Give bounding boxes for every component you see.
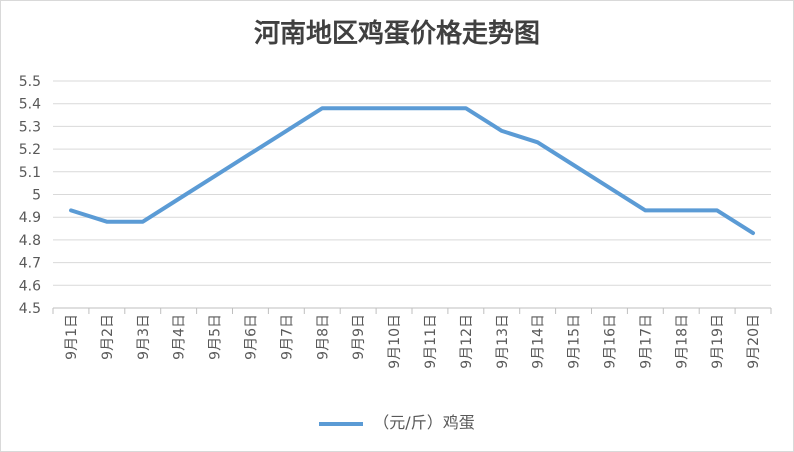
y-tick-label: 5.1 (19, 165, 41, 181)
x-tick-label: 9月12日 (459, 314, 475, 369)
chart-title: 河南地区鸡蛋价格走势图 (253, 19, 540, 49)
x-tick-label: 9月3日 (136, 314, 152, 360)
x-tick-label: 9月7日 (279, 314, 295, 360)
y-tick-label: 4.5 (19, 301, 41, 317)
legend-label: （元/斤）鸡蛋 (373, 413, 475, 432)
y-tick-label: 5.2 (19, 142, 41, 158)
x-tick-label: 9月9日 (351, 314, 367, 360)
x-tick-label: 9月5日 (208, 314, 224, 360)
x-tick-label: 9月6日 (243, 314, 259, 360)
x-tick-label: 9月15日 (567, 314, 583, 369)
x-tick-label: 9月19日 (710, 314, 726, 369)
x-tick-label: 9月10日 (387, 314, 403, 369)
x-tick-label: 9月2日 (100, 314, 116, 360)
x-tick-label: 9月18日 (674, 314, 690, 369)
x-tick-label: 9月16日 (602, 314, 618, 369)
x-tick-label: 9月4日 (172, 314, 188, 360)
x-tick-label: 9月11日 (423, 314, 439, 369)
legend-line-swatch (319, 421, 364, 426)
y-tick-label: 4.7 (19, 256, 41, 272)
y-tick-label: 4.8 (19, 233, 41, 249)
x-tick-label: 9月8日 (315, 314, 331, 360)
x-tick-label: 9月14日 (531, 314, 547, 369)
y-tick-label: 5.3 (19, 119, 41, 135)
y-tick-label: 5.5 (19, 74, 41, 90)
y-tick-label: 5.4 (19, 97, 41, 113)
legend: （元/斤）鸡蛋 (1, 409, 793, 433)
series-line (69, 106, 755, 236)
x-tick-label: 9月13日 (495, 314, 511, 369)
x-tick-label: 9月1日 (64, 314, 80, 360)
y-tick-label: 4.6 (19, 278, 41, 294)
x-tick-label: 9月17日 (638, 314, 654, 369)
y-tick-label: 5 (32, 188, 41, 204)
y-tick-label: 4.9 (19, 210, 41, 226)
x-tick-label: 9月20日 (746, 314, 762, 369)
